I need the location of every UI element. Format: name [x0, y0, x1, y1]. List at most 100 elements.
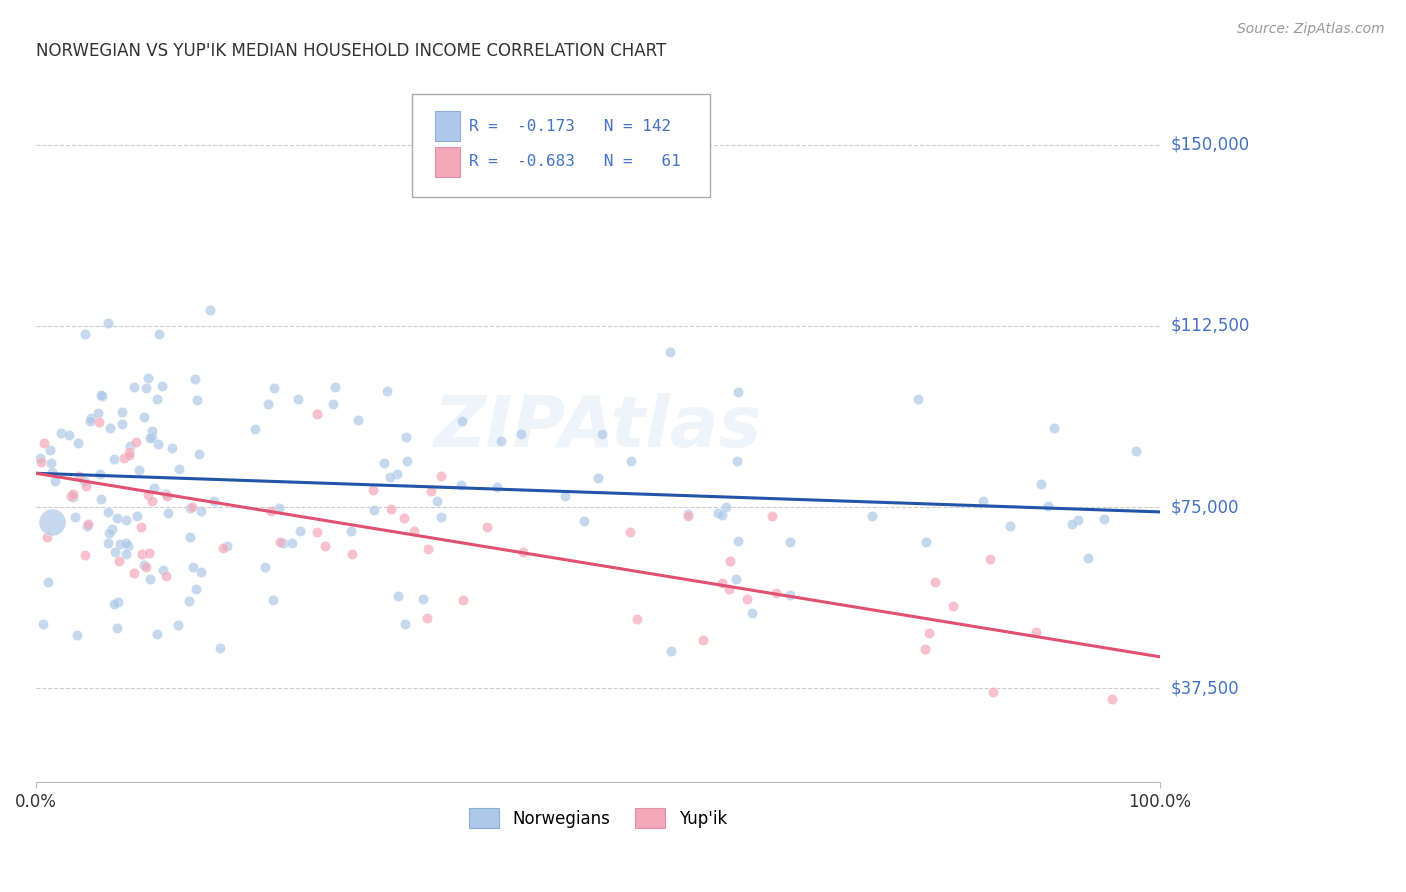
Point — [396, 454, 419, 468]
Point — [155, 569, 177, 583]
Point — [342, 547, 364, 561]
Point — [253, 559, 276, 574]
Point — [346, 412, 368, 426]
Point — [591, 426, 613, 441]
Point — [41, 465, 63, 479]
Point — [141, 494, 163, 508]
Point — [148, 326, 170, 341]
Point — [190, 566, 212, 580]
Point — [87, 415, 110, 429]
Point — [63, 510, 86, 524]
Point — [416, 542, 439, 557]
Point — [619, 524, 641, 539]
Point — [58, 428, 80, 442]
Point — [907, 392, 929, 406]
Point — [132, 409, 155, 424]
Point — [373, 456, 395, 470]
Point — [98, 421, 121, 435]
Point — [118, 445, 141, 459]
Point — [44, 475, 66, 489]
Point — [105, 511, 128, 525]
Point — [1062, 517, 1084, 532]
Point — [186, 392, 208, 407]
Point — [139, 572, 162, 586]
Point — [128, 462, 150, 476]
Point — [179, 501, 201, 516]
Point — [718, 554, 741, 568]
Point — [124, 434, 146, 449]
Point — [387, 589, 409, 603]
Point — [918, 626, 941, 640]
Point — [271, 536, 294, 550]
Point — [169, 461, 191, 475]
Point — [287, 392, 309, 406]
Point — [146, 627, 169, 641]
Point — [179, 530, 201, 544]
Point — [62, 490, 84, 504]
Point — [412, 592, 434, 607]
Point — [67, 469, 90, 483]
Point — [924, 574, 946, 589]
Text: R =  -0.173   N = 142: R = -0.173 N = 142 — [468, 119, 671, 134]
Point — [779, 534, 801, 549]
Point — [89, 467, 111, 482]
Point — [186, 582, 208, 596]
Point — [269, 500, 291, 515]
Point — [122, 380, 145, 394]
Text: Source: ZipAtlas.com: Source: ZipAtlas.com — [1237, 22, 1385, 37]
Point — [1067, 513, 1090, 527]
Point — [86, 406, 108, 420]
Point — [269, 535, 291, 549]
Point — [915, 535, 938, 549]
Point — [97, 505, 120, 519]
Point — [263, 381, 285, 395]
Point — [77, 517, 100, 532]
Point — [305, 524, 328, 539]
Text: R =  -0.683   N =   61: R = -0.683 N = 61 — [468, 154, 681, 169]
Point — [135, 560, 157, 574]
Point — [257, 397, 280, 411]
Point — [114, 536, 136, 550]
Text: $112,500: $112,500 — [1171, 317, 1250, 335]
Point — [288, 524, 311, 538]
Point — [1101, 691, 1123, 706]
Point — [485, 480, 508, 494]
Bar — [434, 147, 460, 177]
Point — [983, 685, 1005, 699]
Point — [914, 642, 936, 657]
Point — [117, 539, 139, 553]
Point — [141, 430, 163, 444]
Point — [626, 612, 648, 626]
Point — [96, 316, 118, 330]
Text: NORWEGIAN VS YUP'IK MEDIAN HOUSEHOLD INCOME CORRELATION CHART: NORWEGIAN VS YUP'IK MEDIAN HOUSEHOLD INC… — [37, 42, 666, 60]
Point — [108, 554, 131, 568]
Point — [97, 536, 120, 550]
Point — [586, 471, 609, 485]
Point — [110, 537, 132, 551]
Point — [554, 489, 576, 503]
Legend: Norwegians, Yup'ik: Norwegians, Yup'ik — [463, 802, 734, 834]
Point — [114, 513, 136, 527]
Point — [181, 500, 204, 515]
Point — [765, 586, 787, 600]
Point — [117, 448, 139, 462]
Point — [305, 407, 328, 421]
Point — [91, 389, 114, 403]
Point — [1042, 421, 1064, 435]
Point — [67, 436, 90, 450]
Point — [510, 426, 533, 441]
Point — [998, 518, 1021, 533]
Point — [450, 414, 472, 428]
Point — [380, 470, 402, 484]
Point — [1029, 477, 1052, 491]
Point — [245, 421, 267, 435]
Point — [314, 539, 336, 553]
Point — [416, 611, 439, 625]
Point — [136, 371, 159, 385]
Point — [73, 548, 96, 562]
Point — [190, 504, 212, 518]
Point — [727, 384, 749, 399]
Point — [107, 595, 129, 609]
Point — [100, 522, 122, 536]
Point — [111, 417, 134, 431]
